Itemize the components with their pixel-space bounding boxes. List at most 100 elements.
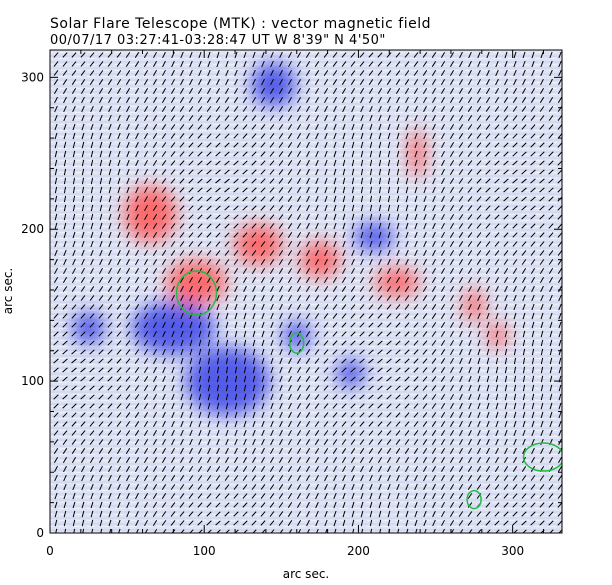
field-vector bbox=[342, 501, 346, 509]
field-vector bbox=[198, 375, 202, 383]
field-vector bbox=[386, 52, 392, 58]
field-vector bbox=[144, 123, 148, 131]
field-vector bbox=[143, 322, 149, 328]
field-vector bbox=[557, 187, 562, 193]
field-vector bbox=[324, 249, 328, 257]
field-vector bbox=[333, 249, 337, 257]
field-vector bbox=[152, 196, 158, 202]
field-vector bbox=[198, 51, 202, 59]
field-vector bbox=[171, 438, 175, 446]
field-vector bbox=[279, 529, 284, 533]
field-vector bbox=[242, 475, 248, 481]
field-vector bbox=[251, 466, 257, 472]
field-vector bbox=[377, 295, 383, 301]
field-vector bbox=[323, 313, 329, 319]
field-vector bbox=[459, 529, 464, 533]
field-vector bbox=[170, 124, 176, 130]
field-vector bbox=[521, 223, 527, 229]
field-vector bbox=[521, 169, 527, 175]
field-vector bbox=[125, 79, 131, 85]
field-vector bbox=[558, 303, 562, 311]
field-vector bbox=[162, 312, 166, 320]
field-vector bbox=[396, 240, 400, 248]
field-vector bbox=[81, 195, 85, 203]
field-vector bbox=[233, 169, 239, 175]
field-vector bbox=[252, 330, 256, 338]
field-vector bbox=[305, 276, 311, 284]
field-vector bbox=[342, 231, 346, 239]
field-vector bbox=[90, 168, 94, 176]
field-vector bbox=[449, 114, 455, 122]
field-vector bbox=[180, 529, 185, 533]
field-vector bbox=[405, 231, 409, 239]
field-vector bbox=[413, 439, 419, 445]
field-vector bbox=[296, 159, 302, 167]
field-vector bbox=[314, 448, 320, 454]
field-vector bbox=[440, 96, 446, 104]
field-vector bbox=[324, 105, 328, 113]
field-vector bbox=[413, 331, 419, 337]
field-vector bbox=[386, 79, 392, 85]
field-vector bbox=[71, 340, 77, 346]
field-vector bbox=[477, 303, 481, 311]
field-vector bbox=[107, 403, 113, 409]
field-vector bbox=[207, 51, 211, 59]
field-vector bbox=[234, 429, 238, 437]
field-vector bbox=[378, 123, 382, 131]
field-vector bbox=[153, 312, 157, 320]
field-vector bbox=[269, 268, 275, 274]
field-vector bbox=[216, 60, 220, 68]
field-vector bbox=[207, 357, 211, 365]
field-vector bbox=[522, 339, 526, 347]
field-vector bbox=[467, 151, 473, 157]
field-vector bbox=[458, 493, 464, 499]
field-vector bbox=[368, 448, 374, 454]
field-vector bbox=[512, 250, 518, 256]
field-vector bbox=[458, 223, 464, 229]
field-vector bbox=[468, 294, 472, 302]
field-vector bbox=[170, 115, 176, 121]
field-vector bbox=[558, 420, 562, 428]
field-vector bbox=[90, 519, 94, 527]
field-vector bbox=[432, 195, 436, 203]
field-vector bbox=[117, 105, 121, 113]
field-vector bbox=[350, 313, 356, 319]
field-vector bbox=[80, 358, 86, 364]
field-vector bbox=[153, 529, 158, 533]
field-vector bbox=[287, 106, 293, 112]
field-vector bbox=[431, 358, 437, 364]
field-vector bbox=[189, 384, 193, 392]
field-vector bbox=[324, 186, 328, 194]
field-vector bbox=[468, 51, 472, 59]
field-vector bbox=[188, 124, 194, 130]
field-vector bbox=[171, 339, 175, 347]
field-vector bbox=[369, 213, 373, 221]
field-vector bbox=[152, 151, 158, 157]
field-vector bbox=[440, 258, 446, 266]
field-vector bbox=[334, 528, 337, 533]
field-vector bbox=[458, 259, 464, 265]
field-vector bbox=[179, 106, 185, 112]
field-vector bbox=[458, 133, 464, 139]
field-vector bbox=[396, 483, 400, 491]
field-vector bbox=[206, 133, 212, 139]
field-vector bbox=[306, 240, 310, 248]
field-vector bbox=[396, 132, 400, 140]
field-vector bbox=[216, 366, 220, 374]
field-vector bbox=[405, 204, 409, 212]
field-vector bbox=[269, 133, 275, 139]
field-vector bbox=[549, 78, 553, 86]
field-vector bbox=[323, 79, 329, 85]
field-vector bbox=[548, 268, 554, 274]
field-vector bbox=[359, 79, 365, 85]
field-vector bbox=[333, 96, 337, 104]
field-vector bbox=[548, 178, 554, 184]
field-vector bbox=[288, 285, 292, 293]
field-vector bbox=[224, 169, 230, 175]
field-vector bbox=[396, 105, 400, 113]
field-vector bbox=[360, 510, 364, 518]
field-vector bbox=[476, 250, 482, 256]
field-vector bbox=[215, 196, 221, 202]
field-vector bbox=[512, 187, 518, 193]
